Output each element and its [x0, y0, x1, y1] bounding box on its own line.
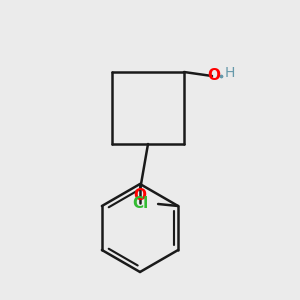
Text: O: O [134, 188, 146, 203]
Text: H: H [225, 66, 235, 80]
Text: Cl: Cl [132, 196, 148, 211]
Text: O: O [208, 68, 220, 83]
